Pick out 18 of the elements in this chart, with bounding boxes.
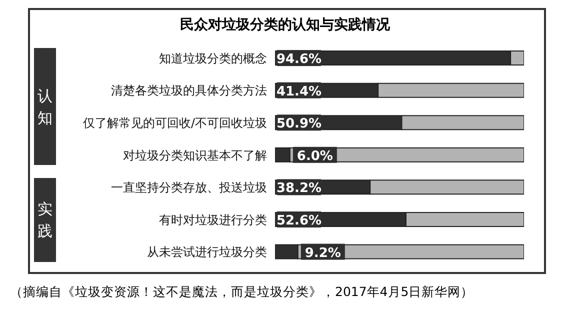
y-tick-label: 清楚各类垃圾的具体分类方法 — [111, 84, 267, 98]
chart-title: 民众对垃圾分类的认知与实践情况 — [179, 16, 391, 34]
text: 实践 — [37, 198, 53, 242]
y-tick-label: 知道垃圾分类的概念 — [159, 51, 267, 66]
y-tick-label: 从未尝试进行垃圾分类 — [147, 245, 267, 260]
data-label: 52.6% — [276, 213, 322, 228]
data-label: 41.4% — [276, 84, 322, 100]
data-label: 38.2% — [276, 181, 322, 196]
data-label: 94.6% — [276, 52, 322, 68]
y-tick-label: 有时对垃圾进行分类 — [159, 212, 267, 227]
data-label: 9.2% — [304, 246, 341, 261]
text: （摘编自《垃圾变资源！这不是魔法，而是垃圾分类》，2017年4月5日新华网） — [10, 284, 475, 301]
y-tick-label: 一直坚持分类存放、投送垃圾 — [111, 180, 267, 195]
text: 认知 — [37, 86, 53, 129]
y-tick-label: 对垃圾分类知识基本不了解 — [123, 148, 267, 162]
data-label: 6.0% — [296, 148, 333, 164]
y-tick-label: 仅了解常见的可回收/不可回收垃圾 — [82, 116, 267, 130]
data-label: 50.9% — [276, 116, 322, 132]
